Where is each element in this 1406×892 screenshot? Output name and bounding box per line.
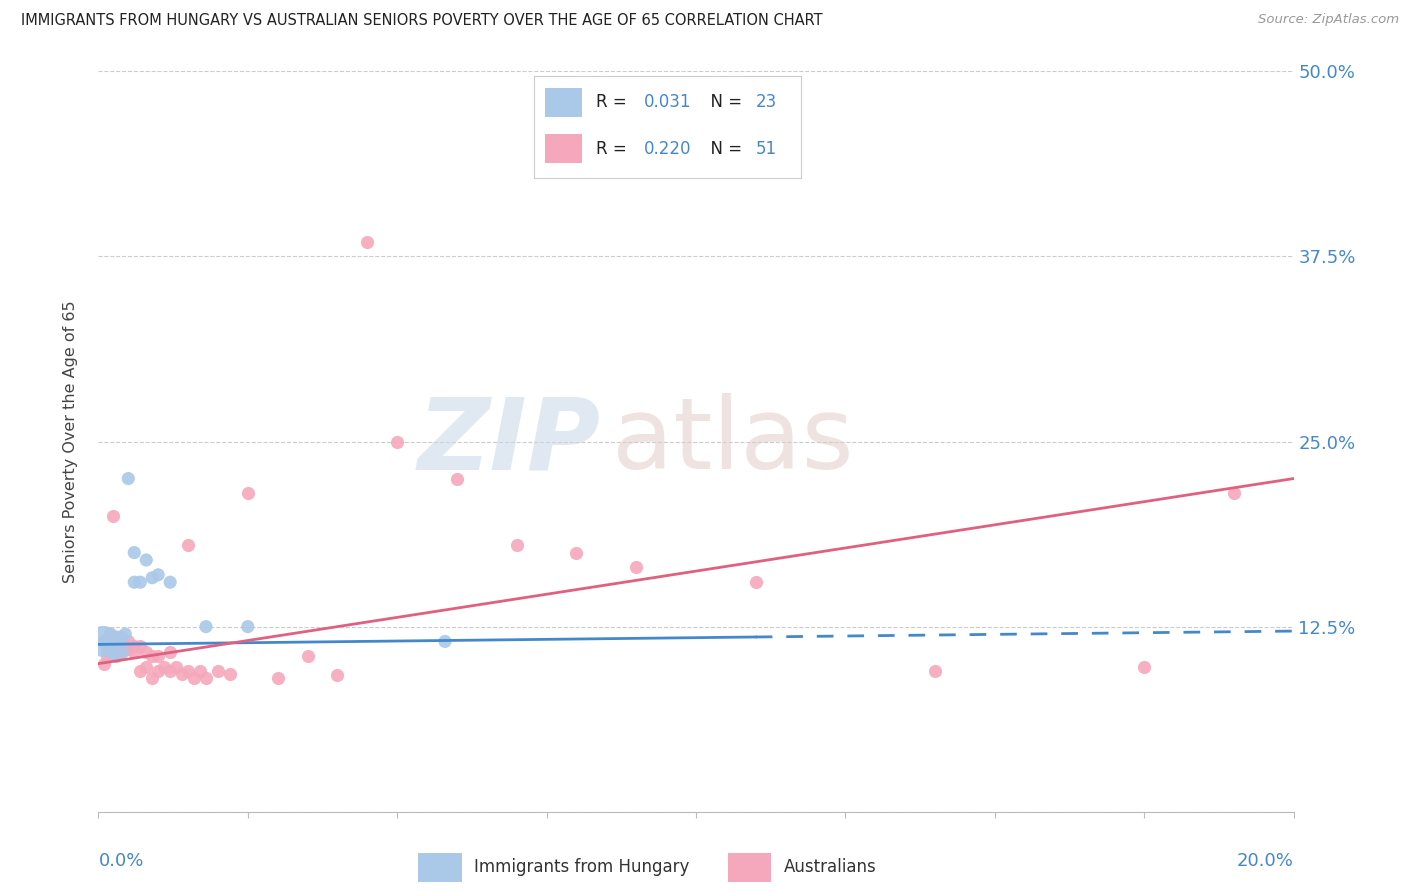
Point xyxy=(188,664,211,678)
Point xyxy=(626,560,648,574)
Text: Australians: Australians xyxy=(783,858,876,877)
Point xyxy=(177,664,200,678)
Point xyxy=(385,434,409,449)
Point xyxy=(108,630,131,644)
Text: 23: 23 xyxy=(756,94,778,112)
Text: ZIP: ZIP xyxy=(418,393,600,490)
Text: R =: R = xyxy=(596,140,631,158)
Point xyxy=(236,619,259,633)
Point xyxy=(165,659,187,673)
Point xyxy=(434,634,457,648)
Point xyxy=(117,471,139,485)
Point xyxy=(565,546,588,560)
Point xyxy=(111,630,134,644)
Point xyxy=(124,546,146,560)
Point xyxy=(117,641,139,656)
Point xyxy=(195,672,218,686)
Text: Source: ZipAtlas.com: Source: ZipAtlas.com xyxy=(1258,13,1399,27)
Point xyxy=(111,645,134,659)
Point xyxy=(177,538,200,552)
Point xyxy=(159,645,181,659)
Point xyxy=(129,639,152,653)
Point xyxy=(1223,486,1246,500)
Point xyxy=(93,634,115,648)
Point xyxy=(135,645,157,659)
Point xyxy=(219,667,242,681)
Point xyxy=(141,649,163,664)
Text: Immigrants from Hungary: Immigrants from Hungary xyxy=(474,858,689,877)
Point xyxy=(326,668,349,682)
Point xyxy=(924,664,946,678)
Text: 51: 51 xyxy=(756,140,778,158)
Point xyxy=(105,649,128,664)
Point xyxy=(124,645,146,659)
Bar xyxy=(728,854,770,881)
Text: 0.220: 0.220 xyxy=(644,140,692,158)
Point xyxy=(195,619,218,633)
Point xyxy=(105,630,128,644)
Point xyxy=(105,649,128,664)
Point xyxy=(745,575,768,590)
Point xyxy=(93,657,115,671)
Point xyxy=(114,627,136,641)
Point xyxy=(117,634,139,648)
Y-axis label: Seniors Poverty Over the Age of 65: Seniors Poverty Over the Age of 65 xyxy=(63,301,77,582)
Point xyxy=(172,667,194,681)
Point xyxy=(183,672,205,686)
Point xyxy=(103,634,125,648)
Point xyxy=(506,538,529,552)
Point xyxy=(105,645,128,659)
Point xyxy=(297,649,319,664)
Point xyxy=(159,664,181,678)
Point xyxy=(446,471,468,485)
Point xyxy=(141,672,163,686)
Point xyxy=(153,659,176,673)
Point xyxy=(98,627,122,641)
Point xyxy=(105,634,128,648)
Point xyxy=(267,672,290,686)
Point xyxy=(96,649,118,664)
Text: IMMIGRANTS FROM HUNGARY VS AUSTRALIAN SENIORS POVERTY OVER THE AGE OF 65 CORRELA: IMMIGRANTS FROM HUNGARY VS AUSTRALIAN SE… xyxy=(21,13,823,29)
Bar xyxy=(546,135,582,163)
Point xyxy=(108,634,131,648)
Point xyxy=(129,664,152,678)
Point xyxy=(159,575,181,590)
Point xyxy=(98,627,122,641)
Point xyxy=(148,567,170,582)
Point xyxy=(98,645,122,659)
Point xyxy=(1133,659,1156,673)
Point xyxy=(135,659,157,673)
Text: R =: R = xyxy=(596,94,631,112)
Point xyxy=(103,508,125,523)
Text: N =: N = xyxy=(700,140,747,158)
Point xyxy=(124,639,146,653)
Point xyxy=(148,664,170,678)
Point xyxy=(111,634,134,648)
Point xyxy=(135,553,157,567)
Point xyxy=(148,649,170,664)
Point xyxy=(111,645,134,659)
Text: atlas: atlas xyxy=(613,393,853,490)
Point xyxy=(356,235,378,249)
Bar xyxy=(546,88,582,117)
Point xyxy=(124,575,146,590)
Point xyxy=(93,634,115,648)
Bar xyxy=(419,854,461,881)
Text: 20.0%: 20.0% xyxy=(1237,853,1294,871)
Point xyxy=(141,571,163,585)
Point xyxy=(236,486,259,500)
Point xyxy=(129,575,152,590)
Point xyxy=(98,645,122,659)
Text: 0.0%: 0.0% xyxy=(98,853,143,871)
Point xyxy=(207,664,229,678)
Text: 0.031: 0.031 xyxy=(644,94,692,112)
Point xyxy=(96,641,118,656)
Point xyxy=(114,639,136,653)
Text: N =: N = xyxy=(700,94,747,112)
Point xyxy=(91,634,114,648)
